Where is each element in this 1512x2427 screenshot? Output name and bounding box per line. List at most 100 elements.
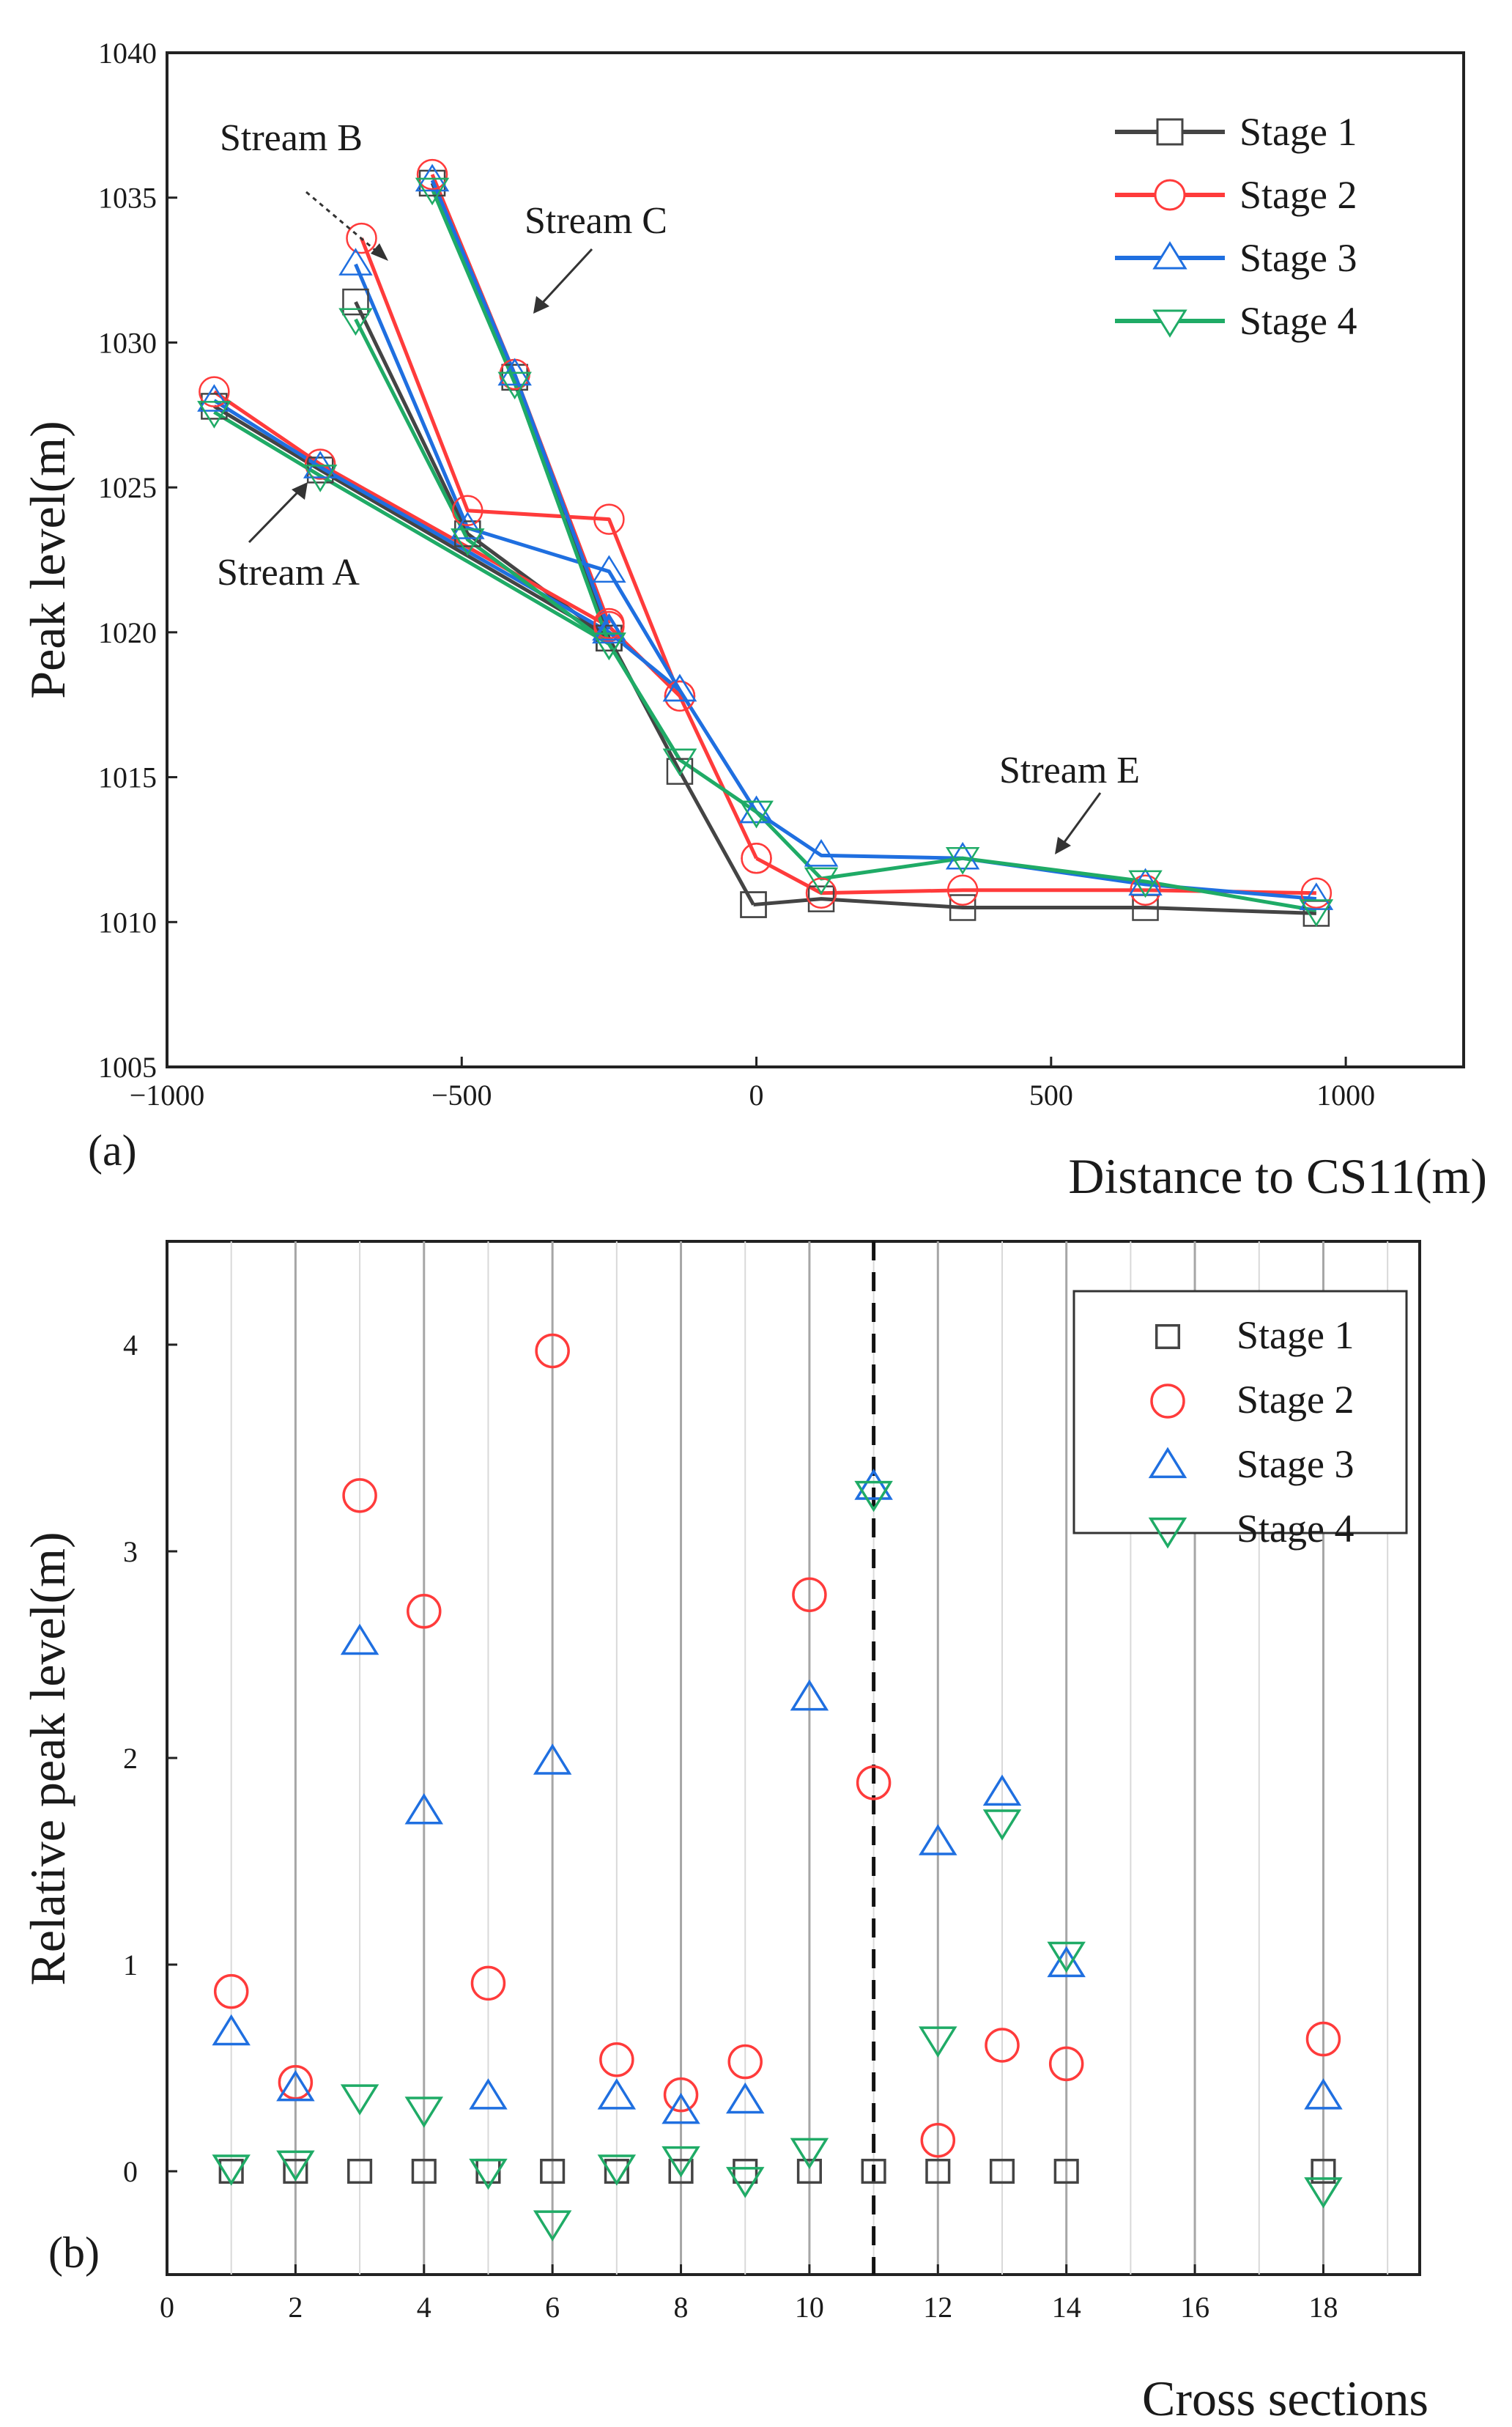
point-stage-4-stream-e	[945, 847, 980, 875]
point-stage-4-cs8	[662, 2146, 700, 2178]
point-stage-3-stream-b	[662, 673, 697, 702]
point-stage-3-cs8	[662, 2092, 700, 2124]
point-stage-1-stream-e	[740, 891, 767, 918]
legend-a-stage-4: Stage 4	[1115, 299, 1357, 343]
point-stage-3-stream-b	[338, 248, 373, 276]
legend-a-marker-stage-2	[1154, 179, 1186, 211]
legend-a-marker-stage-4	[1152, 309, 1187, 338]
point-stage-2-stream-b	[593, 503, 625, 535]
line-stage-1-stream-e	[753, 897, 1316, 915]
point-stage-1-cs10	[796, 2158, 822, 2184]
annotation-stream-e-arrowhead	[1055, 837, 1071, 854]
point-stage-4-cs6	[533, 2210, 572, 2242]
line-stage-1-stream-a	[213, 404, 755, 906]
point-stage-3-stream-e	[804, 838, 839, 867]
panel-b-label: (b)	[48, 2228, 100, 2277]
point-stage-3-cs11	[854, 1469, 893, 1500]
y-tick-label: 1010	[98, 906, 157, 939]
point-stage-2-cs6	[535, 1333, 570, 1369]
legend-a-label-stage-2: Stage 2	[1239, 173, 1357, 217]
y-tick-label: 3	[123, 1535, 138, 1568]
point-stage-1-cs4	[411, 2158, 437, 2184]
legend-b-label-stage-2: Stage 2	[1237, 1378, 1354, 1422]
point-stage-1-cs18	[1311, 2158, 1336, 2184]
line-stage-3-stream-b	[354, 263, 682, 692]
x-tick-label: 500	[1029, 1079, 1073, 1112]
point-stage-3-stream-c	[592, 613, 626, 641]
legend-a-marker-group-stage-3	[1152, 241, 1187, 270]
point-stage-2-cs1	[213, 1973, 249, 2009]
point-stage-3-cs13	[982, 1774, 1022, 1806]
point-stage-4-stream-e	[739, 800, 774, 829]
x-tick-label: −500	[431, 1079, 492, 1112]
point-stage-3-cs4	[404, 1792, 444, 1825]
point-stage-4-cs12	[919, 2026, 957, 2058]
x-tick-label: 14	[1052, 2291, 1081, 2324]
legend-a-marker-group-stage-4	[1152, 309, 1187, 338]
line-stage-3-stream-a	[213, 399, 758, 813]
point-stage-4-stream-e	[1299, 899, 1334, 927]
point-stage-2-stream-b	[452, 495, 483, 527]
legend-b-symbol-stage-1	[1155, 1323, 1181, 1350]
point-stage-4-stream-a	[197, 401, 231, 429]
point-stage-3-cs5	[469, 2078, 508, 2110]
point-stage-1-stream-e	[949, 894, 976, 921]
point-stage-4-stream-c	[497, 372, 532, 400]
legend-a-stage-1: Stage 1	[1115, 110, 1357, 154]
y-tick-label: 2	[123, 1742, 138, 1775]
point-stage-3-stream-a	[592, 616, 626, 644]
legend-a-label-stage-3: Stage 3	[1239, 236, 1357, 280]
point-stage-2-cs14	[1048, 2046, 1084, 2082]
point-stage-1-stream-e	[807, 885, 835, 912]
point-stage-2-cs5	[470, 1965, 506, 2001]
annotation-stream-e-arrow	[1059, 792, 1102, 848]
panel-a-legend: Stage 1 Stage 2 Stage 3 Stage 4	[1115, 110, 1357, 343]
legend-b-symbol-stage-4	[1148, 1517, 1187, 1549]
panel-a-ticks: −1000 −500 0 500 1000 1005 1010 1015 1020 1025 103…	[98, 37, 1375, 1112]
line-stage-4-stream-c	[430, 188, 611, 645]
legend-b-marker-stage-3	[1148, 1447, 1187, 1479]
point-stage-1-cs2	[283, 2158, 308, 2184]
point-stage-4-stream-e	[1128, 870, 1163, 898]
x-tick-label: 4	[417, 2291, 431, 2324]
point-stage-3-cs7	[597, 2078, 637, 2110]
x-tick-label: 12	[923, 2291, 952, 2324]
point-stage-2-stream-a	[304, 448, 336, 480]
line-stage-4-stream-b	[354, 318, 682, 761]
point-stage-3-stream-e	[945, 841, 980, 870]
legend-b-symbol-stage-3	[1148, 1447, 1187, 1479]
point-stage-4-cs11	[854, 1480, 893, 1512]
annotation-stream-c-arrowhead	[533, 296, 549, 314]
y-tick-label: 1005	[98, 1051, 157, 1084]
y-tick-label: 1040	[98, 37, 157, 70]
point-stage-4-stream-b	[662, 748, 697, 777]
annotation-stream-b: Stream B	[220, 117, 363, 159]
point-stage-4-cs3	[340, 2084, 379, 2116]
point-stage-4-cs5	[469, 2158, 508, 2190]
point-stage-2-stream-a	[199, 376, 230, 407]
point-stage-3-cs2	[276, 2069, 315, 2102]
point-stage-2-stream-e	[1300, 877, 1333, 909]
point-stage-2-stream-e	[1130, 874, 1161, 906]
y-tick-label: 1030	[98, 326, 157, 359]
point-stage-2-stream-e	[741, 843, 772, 874]
point-stage-3-cs6	[533, 1743, 572, 1775]
point-stage-4-cs7	[597, 2154, 637, 2186]
point-stage-4-stream-b	[338, 308, 373, 336]
point-stage-2-cs10	[792, 1577, 827, 1612]
y-tick-label: 1035	[98, 182, 157, 215]
panel-b-y-axis-label: Relative peak level(m)	[20, 1532, 75, 1985]
point-stage-4-cs13	[982, 1809, 1022, 1841]
point-stage-1-cs9	[733, 2158, 758, 2184]
point-stage-1-cs13	[989, 2158, 1015, 2184]
point-stage-3-cs9	[725, 2082, 765, 2114]
point-stage-1-stream-b	[342, 288, 369, 316]
panel-a-y-axis-label: Peak level(m)	[20, 421, 75, 699]
point-stage-3-stream-e	[1299, 882, 1334, 910]
line-stage-4-stream-e	[755, 810, 1317, 912]
legend-a-marker-stage-3	[1152, 241, 1187, 270]
point-stage-4-cs2	[276, 2150, 315, 2182]
point-stage-4-stream-b	[451, 528, 485, 556]
